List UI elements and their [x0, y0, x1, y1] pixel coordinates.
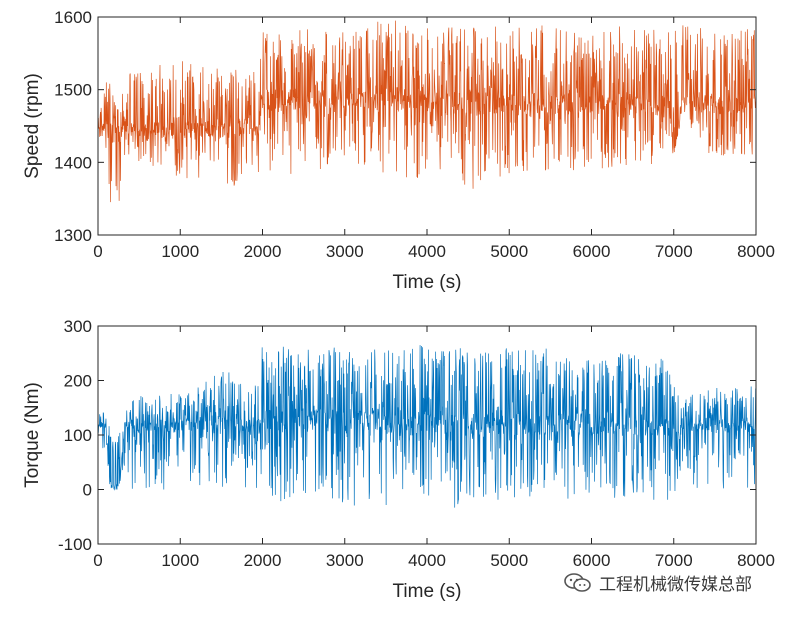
x-axis-label: Time (s) [393, 272, 462, 293]
x-tick-label: 1000 [161, 242, 199, 261]
y-tick-label: 300 [64, 317, 92, 336]
y-axis-label: Speed (rpm) [22, 73, 43, 179]
x-tick-label: 7000 [655, 551, 693, 570]
y-tick-label: 1300 [54, 226, 92, 245]
x-tick-label: 7000 [655, 242, 693, 261]
watermark: 工程机械微传媒总部 [563, 570, 752, 595]
y-tick-label: 0 [83, 481, 92, 500]
x-tick-label: 4000 [408, 551, 446, 570]
wechat-icon [564, 572, 591, 592]
x-tick-label: 5000 [490, 242, 528, 261]
x-axis-label: Time (s) [393, 581, 462, 602]
x-tick-label: 0 [93, 551, 102, 570]
series-speed [98, 20, 756, 203]
x-tick-label: 6000 [573, 551, 611, 570]
y-tick-label: 200 [64, 372, 92, 391]
chart-panel-1: 0 1000 2000 3000 4000 5000 6000 7000 8000 1300 140… [22, 8, 775, 293]
x-tick-label: 0 [93, 242, 102, 261]
x-tick-label: 6000 [573, 242, 611, 261]
x-tick-label: 2000 [244, 551, 282, 570]
x-tick-label: 3000 [326, 242, 364, 261]
x-tick-label: 2000 [244, 242, 282, 261]
y-tick-label: 1400 [54, 153, 92, 172]
x-tick-label: 5000 [490, 551, 528, 570]
series-torque [98, 345, 756, 508]
x-tick-label: 8000 [737, 242, 775, 261]
y-tick-label: 100 [64, 426, 92, 445]
x-tick-label: 4000 [408, 242, 446, 261]
x-tick-label: 8000 [737, 551, 775, 570]
x-tick-label: 1000 [161, 551, 199, 570]
x-tick-label: 3000 [326, 551, 364, 570]
y-tick-label: -100 [58, 535, 92, 554]
watermark-text: 工程机械微传媒总部 [599, 575, 752, 595]
y-tick-label: 1500 [54, 81, 92, 100]
chart-panel-2: 0 1000 2000 3000 4000 5000 6000 7000 8000-100010… [22, 317, 775, 602]
y-axis-label: Torque (Nm) [22, 382, 43, 488]
y-tick-label: 1600 [54, 8, 92, 27]
